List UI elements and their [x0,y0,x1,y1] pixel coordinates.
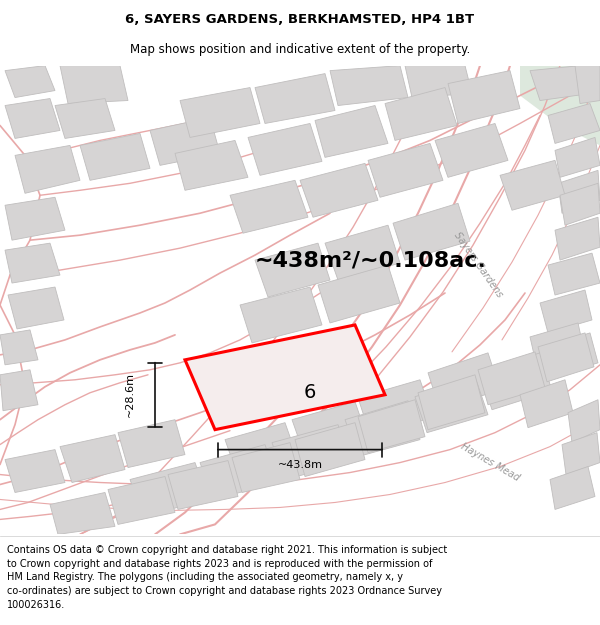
Text: ~43.8m: ~43.8m [277,459,323,469]
Polygon shape [60,434,125,482]
Polygon shape [575,66,600,104]
Polygon shape [255,243,330,297]
Polygon shape [558,171,600,213]
Polygon shape [5,198,65,240]
Polygon shape [330,66,408,106]
Polygon shape [415,377,488,432]
Polygon shape [255,74,335,124]
Polygon shape [232,442,300,493]
Polygon shape [358,380,433,434]
Polygon shape [295,422,365,476]
Polygon shape [55,99,115,138]
Polygon shape [540,290,592,333]
Polygon shape [548,253,600,295]
Polygon shape [130,462,208,516]
Polygon shape [5,243,60,283]
Polygon shape [315,106,388,158]
Polygon shape [5,99,60,138]
Polygon shape [150,118,220,166]
Polygon shape [405,66,472,98]
Polygon shape [175,141,248,190]
Polygon shape [8,287,64,329]
Polygon shape [358,400,425,452]
Polygon shape [548,104,600,143]
Polygon shape [318,265,400,323]
Text: Map shows position and indicative extent of the property.: Map shows position and indicative extent… [130,42,470,56]
Polygon shape [530,323,585,368]
Polygon shape [550,466,595,509]
Polygon shape [325,225,400,280]
Polygon shape [435,124,508,177]
Polygon shape [80,134,150,181]
Polygon shape [562,432,600,474]
Polygon shape [520,66,600,146]
Polygon shape [230,181,308,233]
Polygon shape [500,161,565,210]
Polygon shape [5,449,65,493]
Polygon shape [368,143,443,198]
Text: ~438m²/~0.108ac.: ~438m²/~0.108ac. [255,250,487,270]
Polygon shape [225,422,298,476]
Polygon shape [0,330,38,365]
Polygon shape [478,352,545,405]
Polygon shape [185,325,385,429]
Text: Haynes Mead: Haynes Mead [459,442,521,483]
Polygon shape [118,419,185,468]
Polygon shape [0,370,38,411]
Text: Sayers Gardens: Sayers Gardens [452,231,504,299]
Text: Contains OS data © Crown copyright and database right 2021. This information is : Contains OS data © Crown copyright and d… [7,545,448,609]
Polygon shape [5,66,55,98]
Polygon shape [240,287,322,343]
Polygon shape [568,400,600,442]
Polygon shape [300,163,378,217]
Polygon shape [292,402,368,457]
Polygon shape [560,183,600,225]
Polygon shape [50,492,115,534]
Polygon shape [418,375,485,429]
Polygon shape [168,461,238,509]
Text: 6, SAYERS GARDENS, BERKHAMSTED, HP4 1BT: 6, SAYERS GARDENS, BERKHAMSTED, HP4 1BT [125,13,475,26]
Polygon shape [272,424,350,479]
Polygon shape [530,66,590,101]
Polygon shape [200,444,278,499]
Polygon shape [555,138,600,178]
Polygon shape [428,353,500,410]
Text: 6: 6 [304,382,316,402]
Polygon shape [520,380,573,428]
Polygon shape [448,71,520,124]
Polygon shape [393,203,470,260]
Polygon shape [555,217,600,260]
Polygon shape [480,353,552,410]
Polygon shape [385,88,457,141]
Polygon shape [545,333,598,377]
Polygon shape [345,401,420,457]
Polygon shape [248,124,322,176]
Polygon shape [15,146,80,193]
Polygon shape [538,333,594,382]
Polygon shape [108,476,175,524]
Polygon shape [60,66,128,104]
Polygon shape [180,88,260,138]
Text: ~28.6m: ~28.6m [125,372,135,418]
